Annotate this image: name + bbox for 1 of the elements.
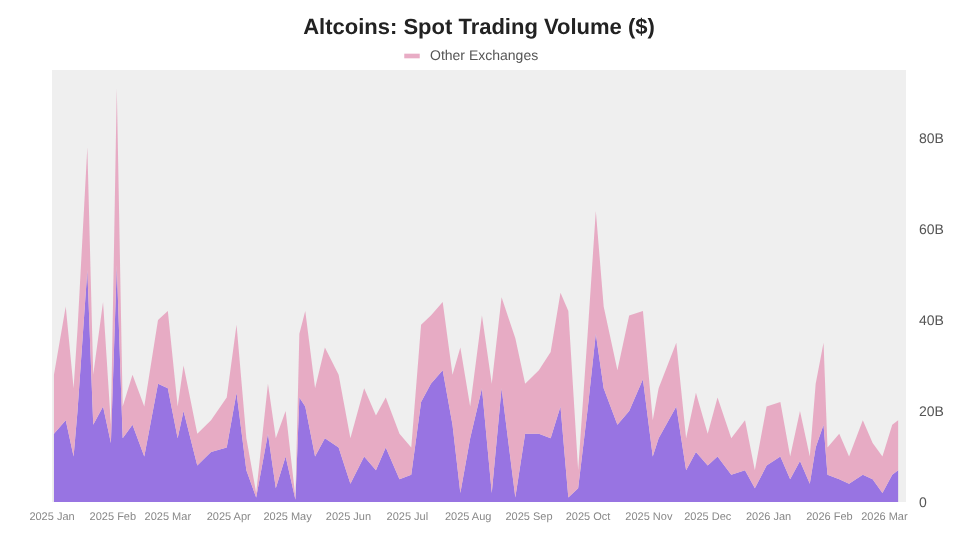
chart-title: Altcoins: Spot Trading Volume ($) <box>303 16 656 40</box>
